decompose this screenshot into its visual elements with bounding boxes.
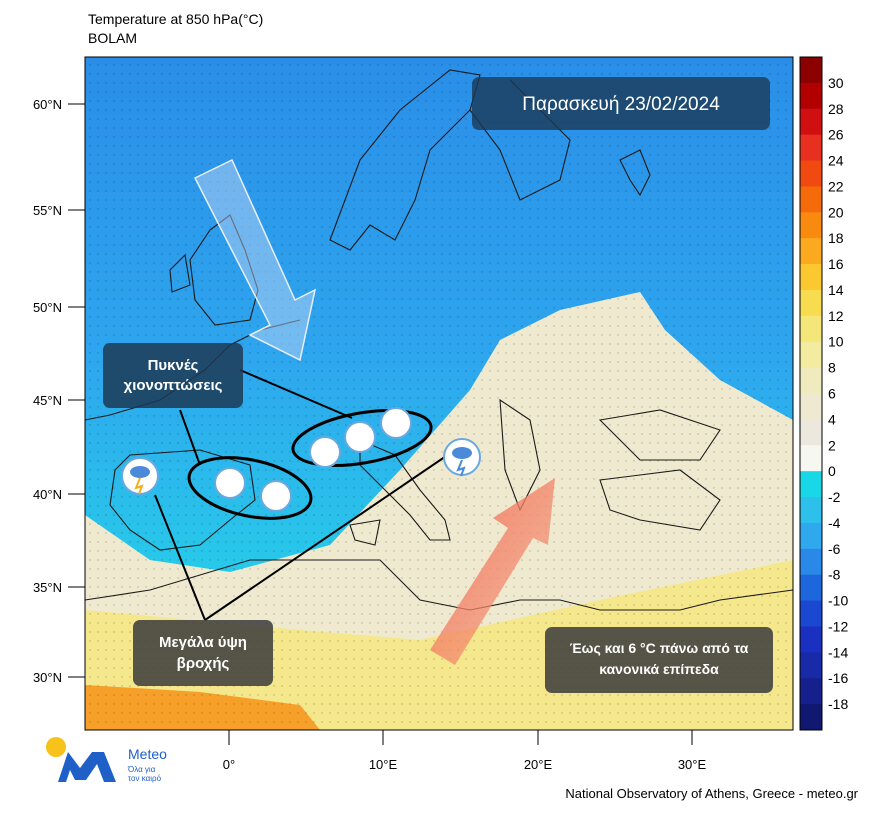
colorbar-label: 28 — [828, 101, 844, 117]
color-band — [800, 367, 822, 394]
color-band — [800, 393, 822, 420]
date-box — [472, 77, 770, 130]
colorbar-label: -16 — [828, 670, 848, 686]
color-band — [800, 522, 822, 550]
logo: Meteo Όλα για τον καιρό — [46, 737, 167, 783]
colorbar-label: 2 — [828, 437, 836, 453]
logo-name: Meteo — [128, 746, 167, 762]
color-band — [800, 445, 822, 472]
color-band — [800, 548, 822, 576]
lat-label: 55°N — [33, 203, 62, 218]
annotation-text: Μεγάλα ύψη — [159, 634, 247, 651]
colorbar-label: 12 — [828, 308, 844, 324]
annotation-box — [103, 343, 243, 408]
color-band — [800, 600, 822, 627]
lon-label: 20°E — [524, 757, 553, 772]
model-name: BOLAM — [88, 30, 137, 46]
annotation-box — [545, 627, 773, 693]
snow-icons — [214, 407, 412, 512]
color-band — [800, 186, 822, 213]
colorbar: 302826242220181614121086420-2-4-6-8-10-1… — [799, 56, 848, 731]
color-band — [800, 419, 822, 446]
annotation-text: βροχής — [177, 655, 230, 672]
colorbar-label: -2 — [828, 489, 841, 505]
colorbar-label: 22 — [828, 178, 844, 194]
annotation-text: χιονοπτώσεις — [124, 377, 223, 394]
lat-label: 50°N — [33, 300, 62, 315]
colorbar-label: 20 — [828, 204, 844, 220]
colorbar-label: 24 — [828, 153, 844, 169]
lat-label: 60°N — [33, 97, 62, 112]
colorbar-label: -10 — [828, 593, 848, 609]
snow-area — [187, 456, 313, 520]
lon-label: 10°E — [369, 757, 398, 772]
map: Παρασκευή 23/02/2024 Πυκνές χιονοπτώσεις… — [84, 56, 794, 731]
annotation-text: κανονικά επίπεδα — [599, 661, 719, 677]
color-band — [800, 678, 822, 705]
colorbar-label: -14 — [828, 644, 848, 660]
color-band — [800, 626, 822, 653]
colorbar-label: -4 — [828, 515, 841, 531]
color-band — [800, 82, 822, 110]
colorbar-label: 16 — [828, 256, 844, 272]
lat-axis: 60°N 55°N 50°N 45°N 40°N 35°N 30°N — [33, 97, 85, 685]
lat-label: 30°N — [33, 670, 62, 685]
cold-flow-arrow — [193, 158, 317, 362]
lat-label: 40°N — [33, 487, 62, 502]
colorbar-label: 0 — [828, 463, 836, 479]
colorbar-label: 8 — [828, 360, 836, 376]
lat-label: 45°N — [33, 393, 62, 408]
colorbar-label: -12 — [828, 618, 848, 634]
colorbar-label: 18 — [828, 230, 844, 246]
logo-tagline: Όλα για — [127, 765, 156, 774]
callout-lines — [154, 369, 456, 621]
color-band — [800, 289, 822, 317]
color-band — [800, 497, 822, 524]
color-band — [800, 57, 822, 84]
color-band — [800, 160, 822, 187]
colorbar-label: -6 — [828, 541, 841, 557]
color-band — [800, 134, 822, 162]
color-band — [800, 574, 822, 602]
color-band — [800, 315, 822, 343]
color-band — [800, 108, 822, 136]
colorbar-label: 26 — [828, 127, 844, 143]
colorbar-label: 30 — [828, 75, 844, 91]
logo-tagline: τον καιρό — [128, 774, 162, 783]
lon-label: 30°E — [678, 757, 707, 772]
annotation-text: Πυκνές — [148, 357, 199, 374]
colorbar-frame — [799, 56, 823, 731]
annotation-box — [133, 620, 273, 686]
lat-label: 35°N — [33, 580, 62, 595]
colorbar-label: 4 — [828, 411, 836, 427]
colorbar-label: -8 — [828, 567, 841, 583]
footer: National Observatory of Athens, Greece -… — [565, 786, 858, 801]
map-title: Temperature at 850 hPa(°C) — [88, 11, 263, 27]
colorbar-label: 14 — [828, 282, 844, 298]
colorbar-label: 6 — [828, 386, 836, 402]
colorbar-label: 10 — [828, 334, 844, 350]
color-band — [800, 704, 822, 731]
date-label: Παρασκευή 23/02/2024 — [522, 94, 720, 115]
snow-area — [291, 409, 433, 467]
color-band — [800, 264, 822, 291]
colorbar-label: -18 — [828, 696, 848, 712]
lon-axis: 0° 10°E 20°E 30°E — [223, 730, 707, 772]
rain-icons — [121, 438, 481, 495]
warm-flow-arrow — [430, 478, 555, 665]
map-frame — [84, 56, 794, 731]
color-band — [800, 652, 822, 679]
color-band — [800, 238, 822, 265]
color-band — [800, 341, 822, 369]
color-band — [800, 212, 822, 239]
lon-label: 0° — [223, 757, 235, 772]
color-band — [800, 471, 822, 498]
annotation-text: Έως και 6 °C πάνω από τα — [570, 640, 749, 656]
